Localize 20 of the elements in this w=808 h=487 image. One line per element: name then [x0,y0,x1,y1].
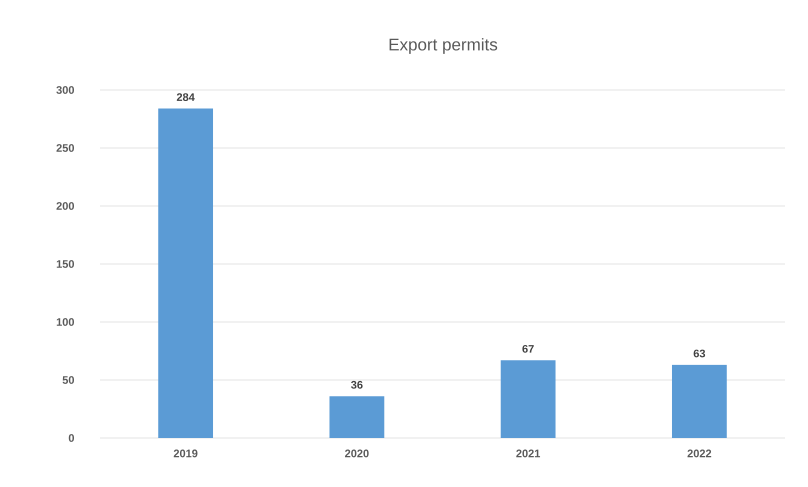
y-tick-label: 100 [56,318,74,326]
chart-title: Export permits [390,38,498,54]
bar [500,360,556,438]
bar [158,108,214,438]
y-tick-label: 150 [56,260,74,268]
data-label: 284 [176,93,195,102]
bar [672,364,727,438]
x-tick-label: 2020 [345,450,369,458]
x-tick-label: 2019 [174,450,198,458]
data-label: 63 [694,350,706,358]
data-label: 67 [522,344,534,353]
y-tick-label: 0 [68,434,74,442]
bar [329,396,384,438]
x-tick-label: 2022 [688,450,712,458]
y-tick-label: 250 [56,144,74,152]
y-tick-label: 200 [56,202,74,210]
data-label: 36 [351,380,363,389]
y-tick-label: 50 [62,376,74,384]
y-tick-label: 300 [56,86,74,94]
x-tick-label: 2021 [516,450,540,458]
